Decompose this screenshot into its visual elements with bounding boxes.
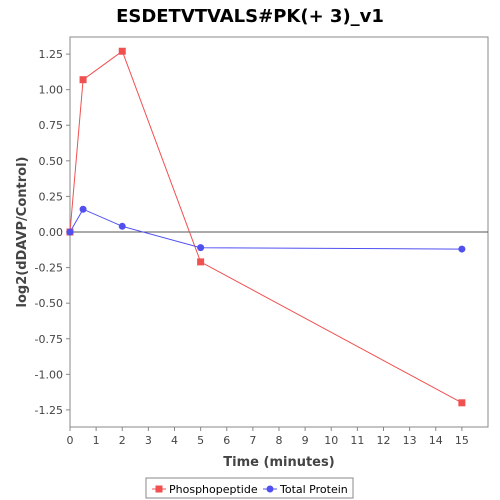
y-axis: 1.25 1.00 0.75 0.50 0.25 0.00 -0.25 -0.50 -0.75 -… <box>35 48 70 417</box>
x-tick-label: 6 <box>223 434 230 447</box>
x-tick-label: 7 <box>249 434 256 447</box>
x-axis-title: Time (minutes) <box>223 455 334 470</box>
x-tick-label: 8 <box>276 434 283 447</box>
y-axis-title: log2(dDAVP/Control) <box>15 157 30 308</box>
series-group <box>66 47 466 407</box>
data-point-total-protein <box>66 228 74 236</box>
y-tick-label: -1.25 <box>35 404 63 417</box>
data-point-phosphopeptide <box>458 399 466 407</box>
y-tick-label: -1.00 <box>35 368 63 381</box>
data-point-phosphopeptide <box>118 47 126 55</box>
y-tick-label: 0.00 <box>39 226 64 239</box>
x-axis: 0 1 2 3 4 5 6 7 8 9 10 11 12 13 14 15 <box>67 427 469 447</box>
legend: Phosphopeptide Total Protein <box>145 477 354 499</box>
x-tick-label: 5 <box>197 434 204 447</box>
y-tick-label: -0.25 <box>35 262 63 275</box>
x-tick-label: 11 <box>350 434 364 447</box>
y-tick-label: -0.75 <box>35 333 63 346</box>
x-tick-label: 13 <box>403 434 417 447</box>
data-point-total-protein <box>118 222 126 230</box>
data-point-phosphopeptide <box>79 76 87 84</box>
x-tick-label: 1 <box>93 434 100 447</box>
x-tick-label: 15 <box>455 434 469 447</box>
legend-label-phosphopeptide: Phosphopeptide <box>169 483 258 496</box>
x-tick-label: 3 <box>145 434 152 447</box>
legend-marker-phosphopeptide <box>155 485 163 493</box>
legend-frame <box>145 477 354 499</box>
legend-marker-total-protein <box>266 485 274 493</box>
y-tick-label: 0.25 <box>39 190 64 203</box>
y-tick-label: 0.50 <box>39 155 64 168</box>
data-point-phosphopeptide <box>197 258 205 266</box>
x-tick-label: 9 <box>302 434 309 447</box>
legend-label-total-protein: Total Protein <box>279 483 348 496</box>
y-tick-label: 1.25 <box>39 48 64 61</box>
x-tick-label: 4 <box>171 434 178 447</box>
data-point-total-protein <box>79 205 87 213</box>
y-tick-label: 1.00 <box>39 84 64 97</box>
y-tick-label: 0.75 <box>39 119 64 132</box>
chart-title: ESDETVTVALS#PK(+ 3)_v1 <box>116 6 384 27</box>
data-point-total-protein <box>458 245 466 253</box>
y-tick-label: -0.50 <box>35 297 63 310</box>
x-tick-label: 0 <box>67 434 74 447</box>
x-tick-label: 12 <box>377 434 391 447</box>
x-tick-label: 14 <box>429 434 443 447</box>
x-tick-label: 2 <box>119 434 126 447</box>
x-tick-label: 10 <box>324 434 338 447</box>
data-point-total-protein <box>197 244 205 252</box>
